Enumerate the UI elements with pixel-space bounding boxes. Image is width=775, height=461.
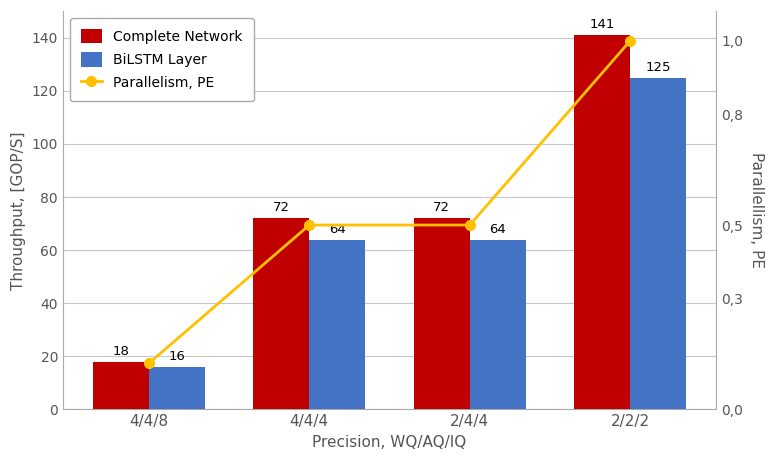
Parallelism, PE xyxy=(305,222,314,228)
Bar xyxy=(574,35,630,409)
Y-axis label: Parallellism, PE: Parallellism, PE xyxy=(749,152,764,268)
Text: 72: 72 xyxy=(273,201,290,214)
Text: 18: 18 xyxy=(112,345,129,358)
Parallelism, PE xyxy=(465,222,474,228)
Text: 72: 72 xyxy=(433,201,450,214)
Parallelism, PE xyxy=(625,38,635,43)
Legend: Complete Network, BiLSTM Layer, Parallelism, PE: Complete Network, BiLSTM Layer, Parallel… xyxy=(70,18,253,101)
Text: 64: 64 xyxy=(490,223,506,236)
Bar xyxy=(630,77,687,409)
Text: 64: 64 xyxy=(329,223,346,236)
X-axis label: Precision, WQ/AQ/IQ: Precision, WQ/AQ/IQ xyxy=(312,435,467,450)
Bar xyxy=(414,218,470,409)
Parallelism, PE xyxy=(144,361,153,366)
Y-axis label: Throughput, [GOP/S]: Throughput, [GOP/S] xyxy=(11,131,26,290)
Bar xyxy=(309,240,366,409)
Text: 125: 125 xyxy=(646,60,671,73)
Text: 141: 141 xyxy=(590,18,615,31)
Line: Parallelism, PE: Parallelism, PE xyxy=(144,36,635,368)
Bar xyxy=(253,218,309,409)
Bar xyxy=(92,362,149,409)
Text: 16: 16 xyxy=(168,350,185,363)
Bar xyxy=(149,367,205,409)
Bar xyxy=(470,240,526,409)
